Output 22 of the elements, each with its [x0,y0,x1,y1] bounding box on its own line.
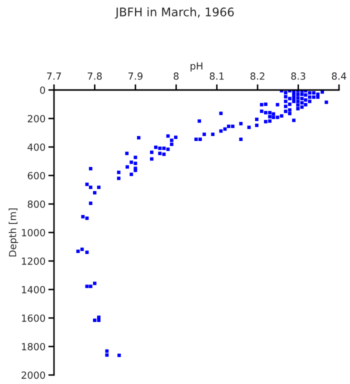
x-tick-label: 8.4 [332,72,346,80]
x-tick-label: 8.2 [250,72,264,80]
chart-title: JBFH in March, 1966 [114,7,234,19]
x-tick-label: 7.8 [88,72,102,80]
y-tick-label: 1400 [22,286,46,294]
y-tick-label: 400 [28,143,46,151]
y-tick-label: 600 [28,172,46,180]
x-axis-title: pH [190,62,202,72]
y-tick-label: 1600 [22,314,46,322]
x-tick-label: 8.1 [210,72,224,80]
x-tick-label: 8.3 [291,72,306,80]
y-tick-label: 1800 [22,342,46,350]
y-axis-title: Depth [m] [8,208,18,256]
x-tick-label: 8 [174,72,179,80]
y-tick-label: 2000 [22,371,46,379]
y-tick-label: 0 [40,86,46,94]
y-tick-label: 1200 [22,257,46,265]
x-tick-label: 7.9 [128,72,142,80]
y-tick-label: 800 [28,200,46,208]
y-tick-label: 200 [28,114,46,122]
x-tick-label: 7.7 [47,72,61,80]
y-tick-label: 1000 [22,228,46,236]
